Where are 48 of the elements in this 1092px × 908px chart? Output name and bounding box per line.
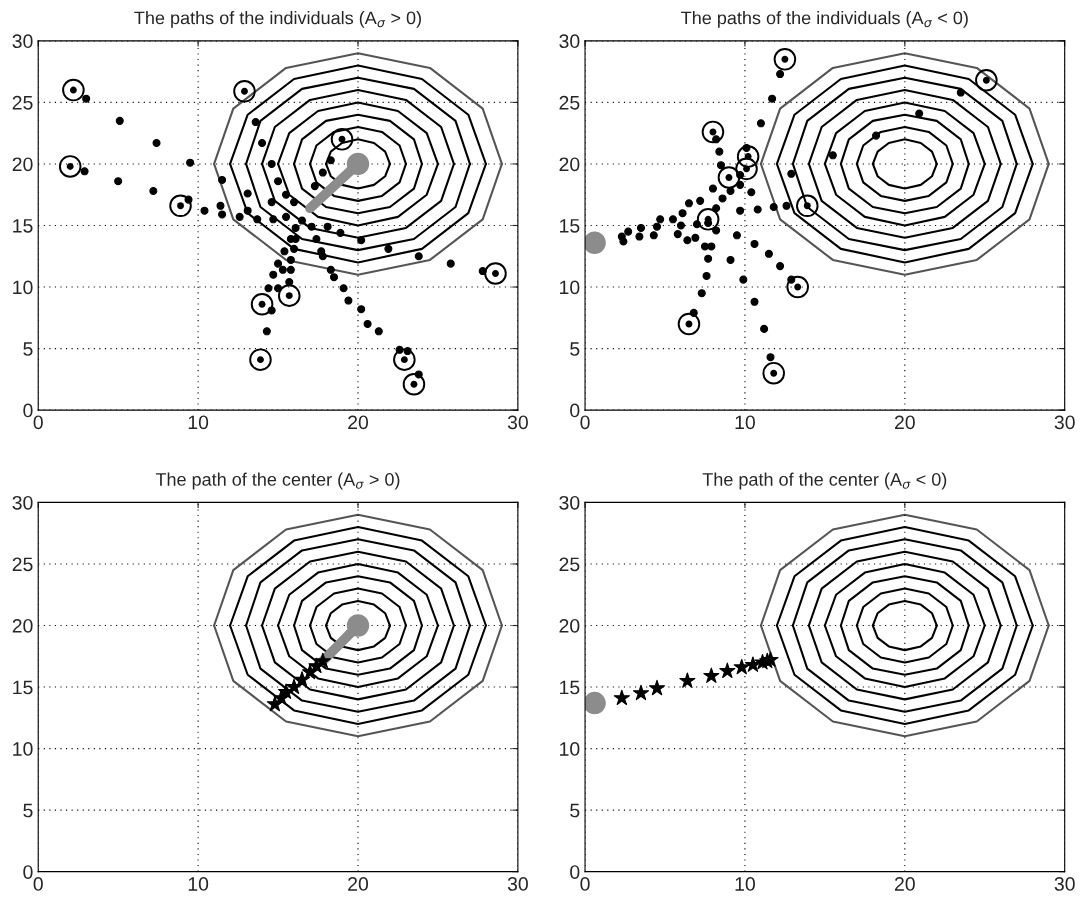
y-tick-label: 30 xyxy=(12,34,33,49)
y-tick-label: 25 xyxy=(559,557,580,572)
x-tick-label: 20 xyxy=(348,877,369,891)
y-tick-label: 25 xyxy=(12,95,33,110)
chart-title: The path of the center (A$_{σ}$ < 0) xyxy=(702,472,947,490)
y-tick-label: 20 xyxy=(559,618,580,633)
y-tick-label: 0 xyxy=(570,403,580,418)
y-tick-label: 0 xyxy=(23,403,33,418)
y-tick-label: 5 xyxy=(23,803,33,818)
y-tick-label: 30 xyxy=(12,495,33,510)
y-tick-label: 25 xyxy=(559,95,580,110)
y-tick-label: 30 xyxy=(559,495,580,510)
chart-title: The path of the center (A$_{σ}$ > 0) xyxy=(155,472,400,490)
x-tick-label: 0 xyxy=(33,415,43,430)
y-tick-label: 10 xyxy=(13,280,33,295)
y-tick-label: 30 xyxy=(559,34,580,49)
x-tick-label: 30 xyxy=(1054,415,1075,430)
x-tick-label: 10 xyxy=(188,877,209,891)
x-tick-label: 10 xyxy=(188,415,209,430)
x-tick-label: 10 xyxy=(735,415,755,430)
y-tick-label: 20 xyxy=(12,618,33,633)
y-tick-label: 15 xyxy=(560,680,580,695)
y-tick-label: 10 xyxy=(13,742,33,756)
x-tick-label: 0 xyxy=(33,877,43,891)
x-tick-label: 10 xyxy=(735,877,755,891)
y-tick-label: 15 xyxy=(560,219,580,233)
chart-title: The paths of the individuals (A$_{σ}$ < 0) xyxy=(681,11,968,28)
x-tick-label: 20 xyxy=(894,877,915,891)
y-tick-label: 10 xyxy=(560,742,580,756)
x-tick-label: 20 xyxy=(894,415,915,430)
x-tick-label: 30 xyxy=(507,877,528,891)
y-tick-label: 5 xyxy=(570,342,580,356)
y-tick-label: 15 xyxy=(13,680,33,695)
x-tick-label: 0 xyxy=(580,877,590,891)
y-tick-label: 5 xyxy=(570,803,580,818)
x-tick-label: 0 xyxy=(580,415,590,430)
y-tick-label: 20 xyxy=(12,157,33,172)
y-tick-label: 25 xyxy=(12,557,33,572)
y-tick-label: 10 xyxy=(560,280,580,295)
y-tick-label: 0 xyxy=(570,865,580,879)
y-tick-label: 15 xyxy=(13,219,33,233)
x-tick-label: 30 xyxy=(1054,877,1075,891)
x-tick-label: 30 xyxy=(507,415,528,430)
x-tick-label: 20 xyxy=(348,415,369,430)
chart-title: The paths of the individuals (A$_{σ}$ > 0) xyxy=(134,11,421,28)
y-tick-label: 5 xyxy=(23,342,33,356)
y-tick-label: 0 xyxy=(23,865,33,879)
y-tick-label: 20 xyxy=(559,157,580,172)
